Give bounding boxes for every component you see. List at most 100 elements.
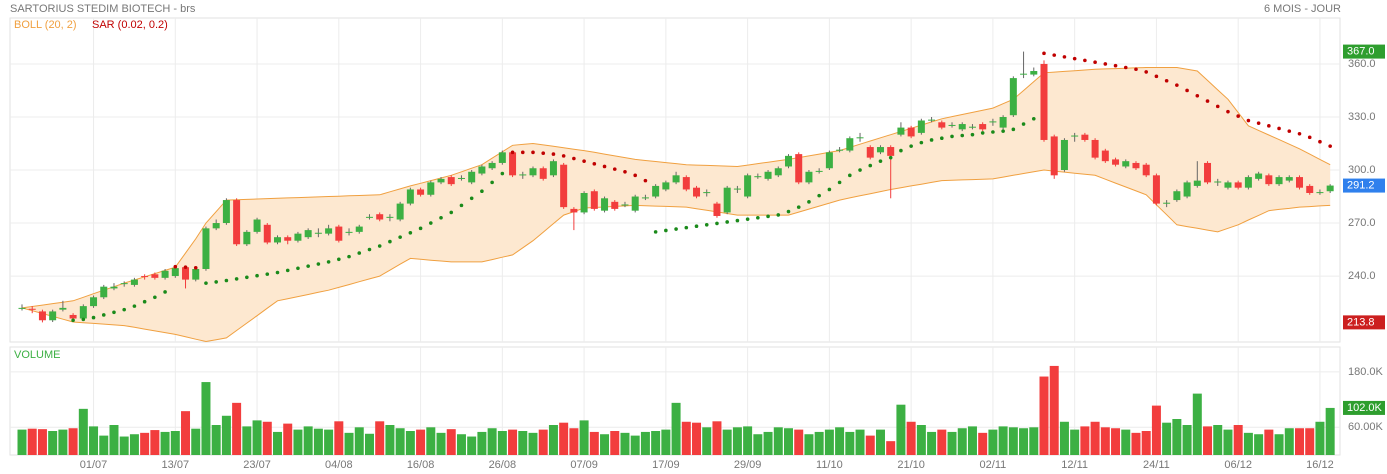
volume-bar [865,435,875,455]
candle-body [1030,71,1038,75]
volume-bar [1151,405,1161,455]
volume-bar [732,427,742,455]
candle-body [509,152,517,176]
volume-bar [1070,429,1080,455]
volume-panel: VOLUME [9,346,1341,456]
sar-dot [1072,56,1077,61]
volume-bar [916,425,926,455]
volume-bar [354,427,364,455]
candle-body [1142,164,1150,176]
volume-bar [405,431,415,455]
sar-dot [1093,60,1097,64]
sar-dot [561,154,566,158]
candle-body [49,311,57,321]
volume-bar [140,432,150,455]
period: 6 MOIS - JOUR [1264,3,1341,15]
sar-dot [888,155,893,160]
volume-bar [978,432,988,455]
candle-body [417,189,425,195]
candle-body [263,224,271,243]
sar-dot [899,148,903,153]
sar-dot [1062,55,1067,59]
volume-bar [487,428,497,455]
candle-body [151,274,159,278]
sar-dot [480,189,484,194]
sar-dot [1083,58,1087,63]
sar-dot [1318,139,1322,144]
candle-body [1306,185,1314,193]
candle-body [621,204,629,206]
x-tick-label: 26/08 [489,459,517,471]
sar-dot [858,168,862,172]
sar-dot [1175,83,1179,87]
sar-dot [837,180,842,185]
volume-bar [1254,434,1264,455]
sar-dot [1287,129,1292,133]
candle-body [774,168,782,176]
volume-bar [579,420,589,455]
sar-dot [1134,67,1138,72]
volume-bar [651,431,661,455]
sar-dot [602,164,607,169]
candle-body [1081,134,1089,140]
volume-bar [324,429,334,455]
candle-body [488,162,496,169]
candle-body [641,197,649,199]
candle-body [948,124,956,126]
candle-body [1316,192,1324,194]
x-tick-label: 12/11 [1061,459,1088,471]
sar-dot [377,244,382,248]
volume-bar [1325,407,1335,455]
x-tick-label: 11/10 [816,459,843,471]
volume-bar [1141,431,1151,455]
volume-bar [896,404,906,455]
candle-body [130,279,138,285]
sar-dot [1021,122,1026,126]
sar-dot [704,223,709,227]
volume-bar [702,427,712,455]
sar-dot [940,136,944,140]
candle-body [1234,182,1242,188]
volume-bar [27,428,37,455]
volume-bar [293,429,303,455]
sar-dot [112,310,116,315]
sar-dot [1164,78,1169,83]
volume-bar [119,436,129,455]
candle-body [1101,150,1109,162]
sar-dot [357,251,362,255]
volume-bar [436,432,446,455]
candle-body [529,168,537,176]
volume-bar [1243,432,1253,455]
candle-body [1009,78,1017,116]
sar-dot [153,295,157,300]
volume-bar [661,429,671,455]
volume-bar [211,425,221,455]
candle-body [1275,177,1283,185]
volume-bar [998,426,1008,455]
candle-body [253,219,261,232]
candle-body [447,177,455,185]
sar-dot [132,304,137,308]
sar-dot [1236,114,1240,118]
sar-dot [1001,129,1005,133]
sar-dot [756,215,760,220]
volume-bar [1182,425,1192,455]
price-marker [1343,400,1385,415]
sar-dot [91,315,96,320]
volume-bar [456,434,466,455]
candle-body [631,196,639,211]
volume-bar [68,428,78,455]
volume-bar [875,429,885,455]
sar-dot [1195,93,1200,98]
sar-dot [541,151,546,156]
candle-body [1173,191,1181,201]
sar-dot [817,193,821,198]
volume-bar [1019,428,1029,455]
sar-dot [1144,70,1148,74]
sar-dot [316,262,321,266]
candle-body [519,174,527,176]
sar-dot [265,272,270,276]
volume-bar [364,433,374,455]
volume-bar [824,429,834,455]
candle-body [754,176,762,178]
